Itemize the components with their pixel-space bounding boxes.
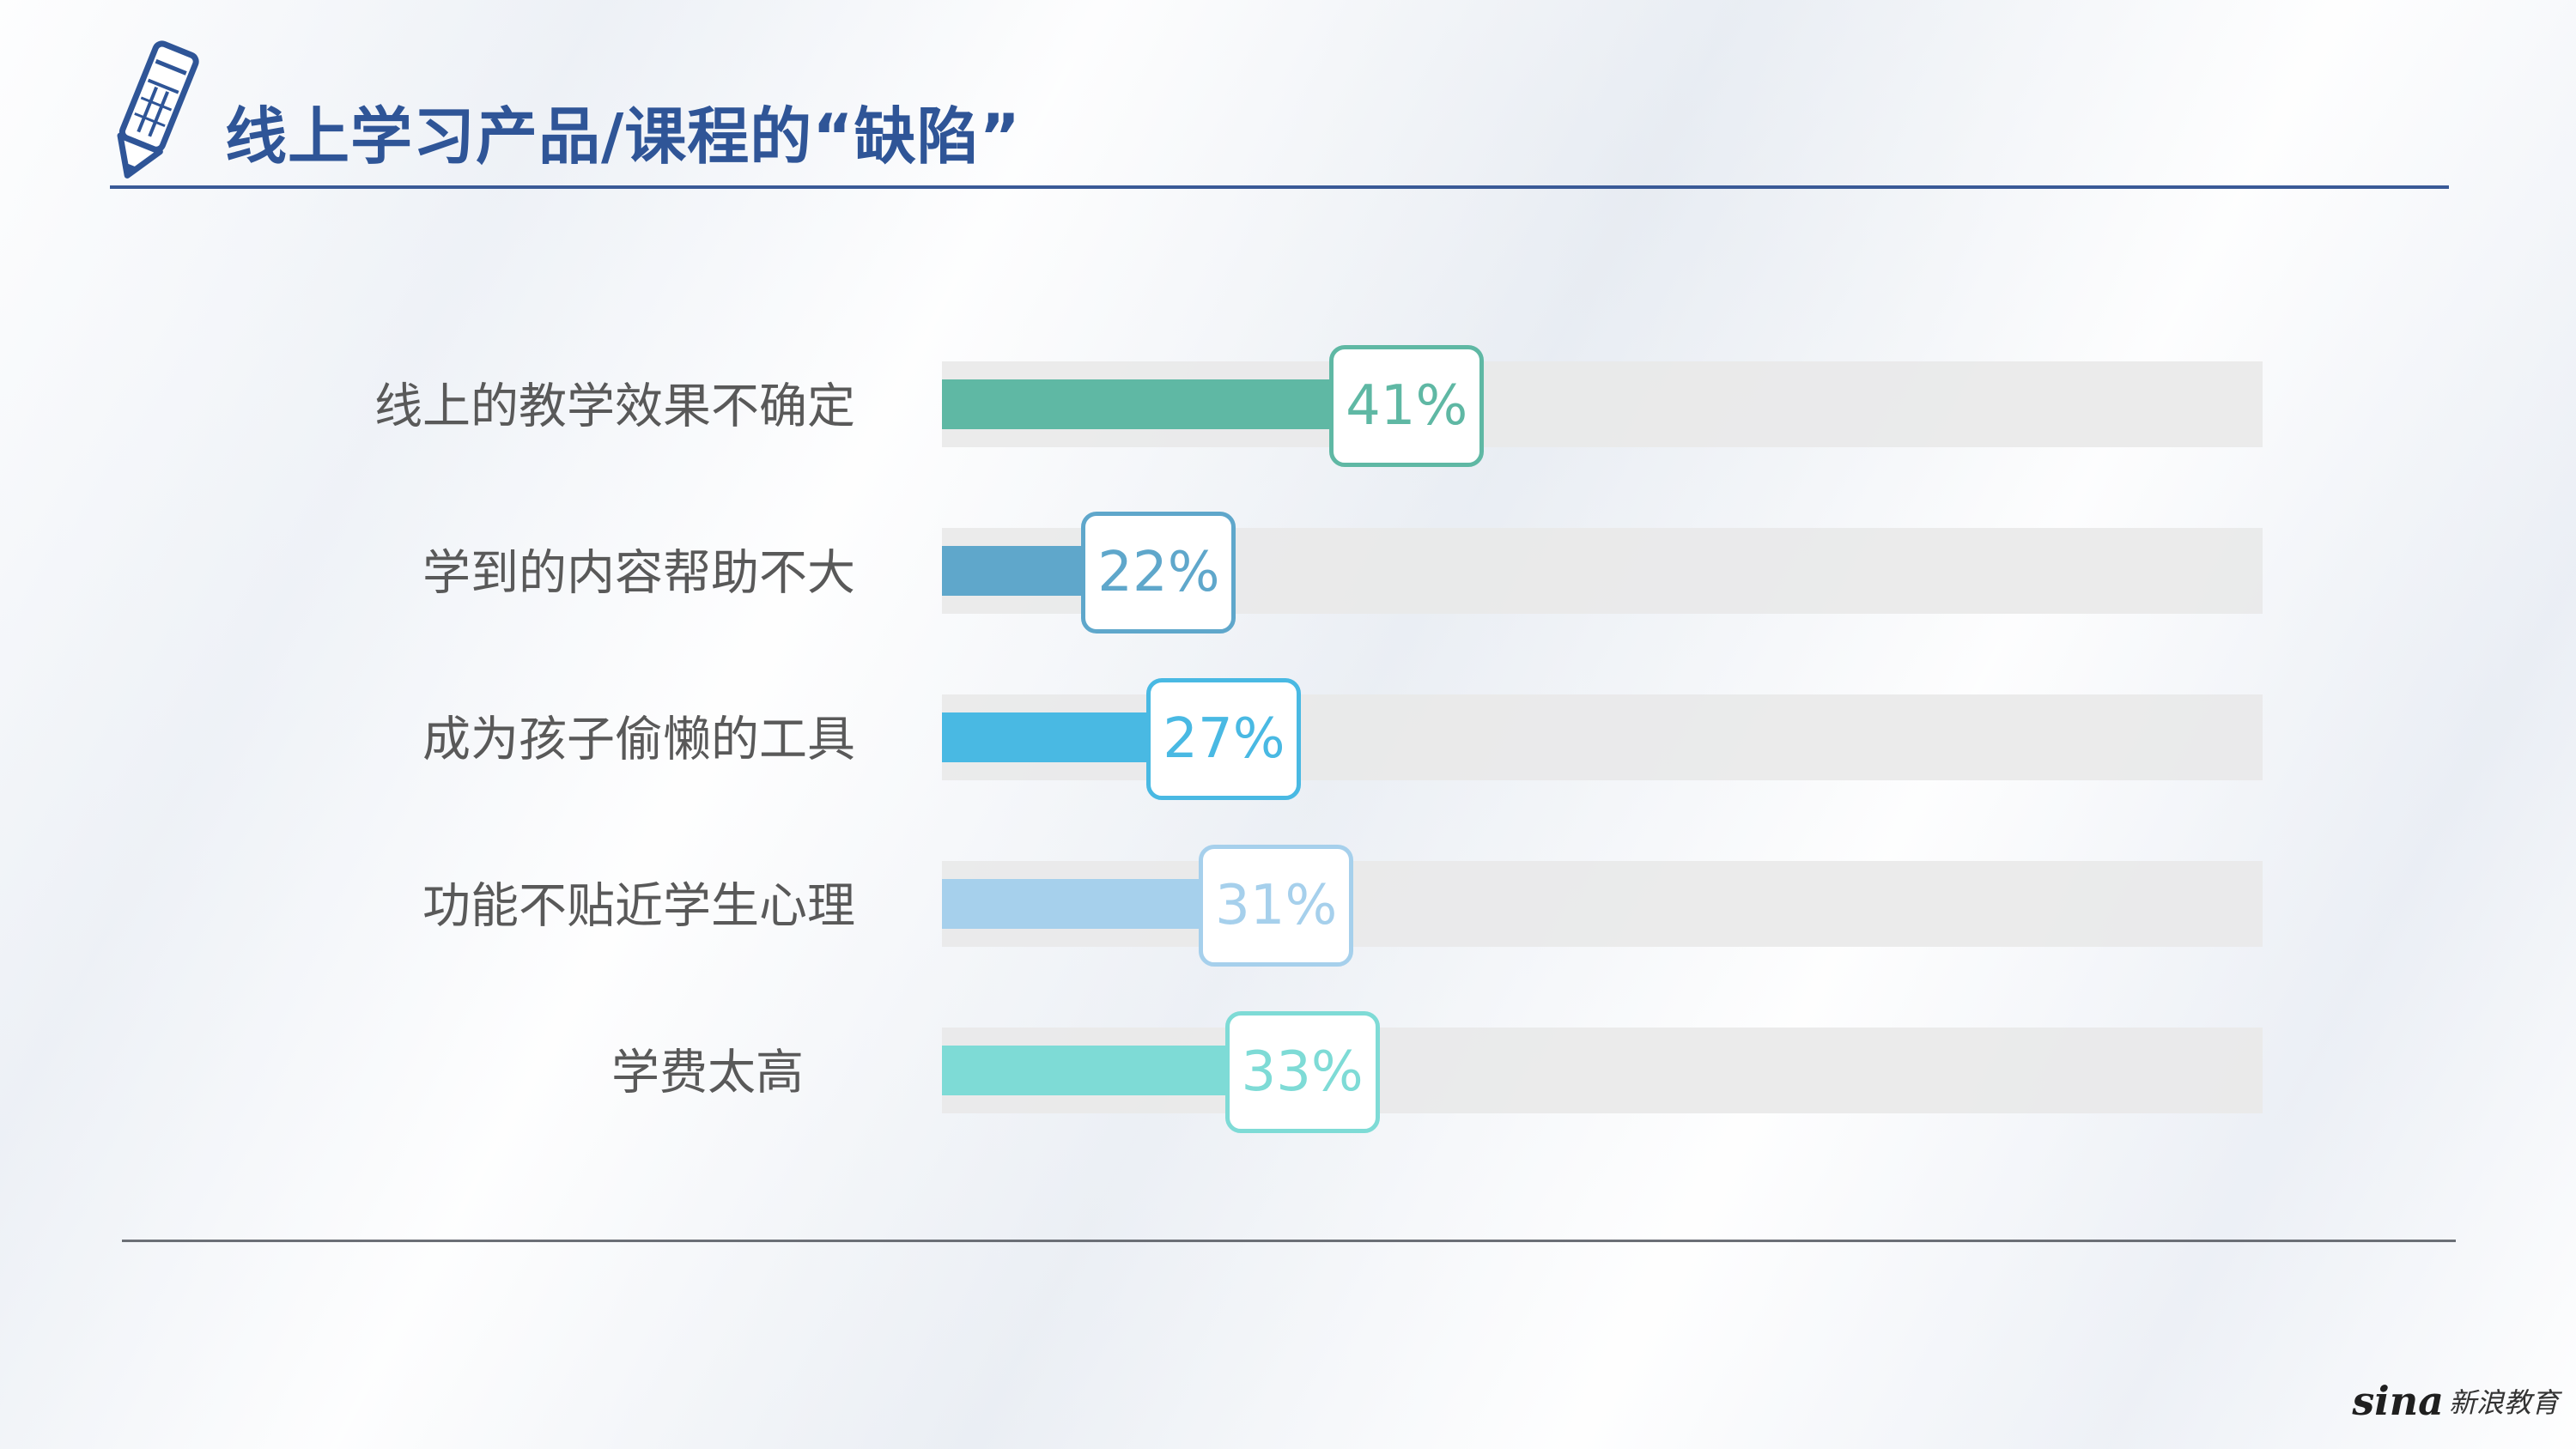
category-label: 学到的内容帮助不大 — [422, 545, 855, 602]
pencil-icon — [117, 40, 199, 179]
data-label: 22% — [1081, 512, 1236, 634]
logo-latin: sina — [2352, 1378, 2444, 1424]
category-label: 成为孩子偷懒的工具 — [422, 712, 855, 768]
logo-chinese: 新浪教育 — [2448, 1386, 2559, 1419]
category-label: 线上的教学效果不确定 — [374, 379, 855, 435]
page-title: 线上学习产品/课程的“缺陷” — [225, 100, 1021, 173]
data-label: 41% — [1329, 345, 1485, 467]
title-divider — [110, 185, 2449, 189]
data-label: 31% — [1199, 845, 1354, 967]
data-label: 27% — [1146, 678, 1302, 800]
category-label: 功能不贴近学生心理 — [422, 878, 855, 935]
data-label: 33% — [1224, 1011, 1380, 1133]
category-label: 学费太高 — [611, 1045, 804, 1101]
bottom-divider — [122, 1240, 2456, 1242]
sina-education-logo: sina 新浪教育 — [2352, 1377, 2559, 1425]
